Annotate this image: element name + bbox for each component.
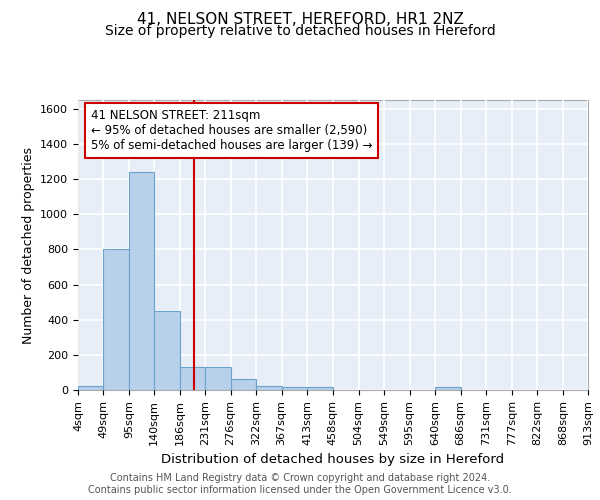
Text: Size of property relative to detached houses in Hereford: Size of property relative to detached ho…: [104, 24, 496, 38]
Bar: [78, 386, 103, 390]
Bar: [230, 378, 256, 390]
Bar: [129, 172, 154, 390]
X-axis label: Distribution of detached houses by size in Hereford: Distribution of detached houses by size …: [161, 453, 505, 466]
Bar: [435, 388, 461, 390]
Text: 41, NELSON STREET, HEREFORD, HR1 2NZ: 41, NELSON STREET, HEREFORD, HR1 2NZ: [137, 12, 463, 28]
Bar: [281, 388, 307, 390]
Text: 41 NELSON STREET: 211sqm
← 95% of detached houses are smaller (2,590)
5% of semi: 41 NELSON STREET: 211sqm ← 95% of detach…: [91, 108, 372, 152]
Bar: [180, 367, 205, 390]
Bar: [154, 311, 180, 390]
Text: Contains HM Land Registry data © Crown copyright and database right 2024.
Contai: Contains HM Land Registry data © Crown c…: [88, 474, 512, 495]
Bar: [103, 250, 129, 390]
Y-axis label: Number of detached properties: Number of detached properties: [22, 146, 35, 344]
Bar: [256, 386, 281, 390]
Bar: [307, 388, 333, 390]
Bar: [205, 367, 230, 390]
